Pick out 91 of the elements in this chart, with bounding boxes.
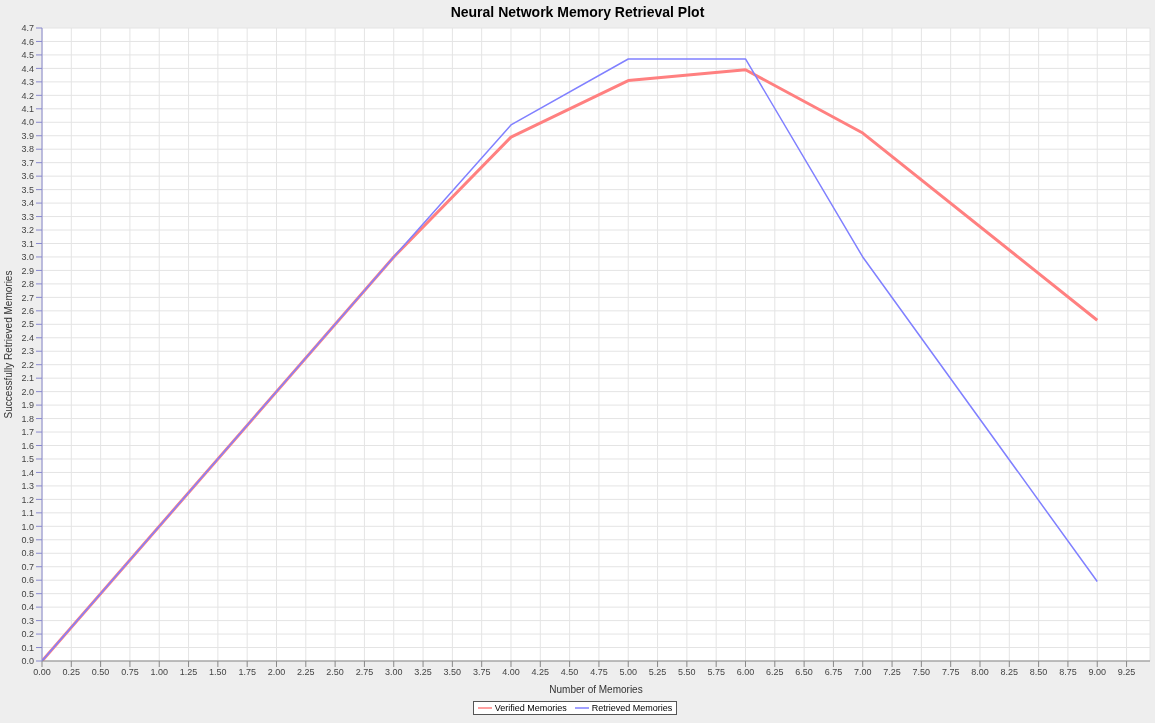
y-tick-label: 1.5: [21, 454, 34, 465]
x-tick-label: 9.00: [1088, 667, 1106, 678]
x-tick-label: 0.00: [33, 667, 51, 678]
y-tick-label: 0.5: [21, 588, 34, 599]
y-tick-label: 1.1: [21, 508, 34, 519]
x-tick-label: 3.75: [472, 667, 491, 678]
y-tick-label: 3.5: [21, 184, 34, 195]
y-tick-label: 0.9: [21, 534, 34, 545]
x-tick-label: 2.25: [297, 667, 315, 678]
x-tick-label: 5.75: [707, 667, 725, 678]
x-tick-label: 5.25: [648, 667, 667, 678]
y-tick-label: 1.9: [21, 400, 34, 411]
y-tick-label: 2.8: [21, 279, 34, 290]
y-tick-label: 4.5: [21, 50, 34, 61]
x-tick-label: 1.75: [238, 667, 256, 678]
y-tick-label: 0.2: [21, 629, 34, 640]
y-tick-label: 4.3: [21, 77, 34, 88]
x-tick-label: 3.50: [443, 667, 462, 678]
y-tick-label: 2.9: [21, 265, 34, 276]
x-tick-label: 4.50: [560, 667, 579, 678]
y-tick-label: 1.6: [21, 440, 34, 451]
y-tick-label: 1.3: [21, 481, 34, 492]
x-tick-label: 7.75: [941, 667, 960, 678]
x-axis-title: Number of Memories: [549, 684, 643, 695]
y-tick-label: 3.6: [21, 171, 34, 182]
x-tick-label: 6.75: [824, 667, 843, 678]
y-tick-label: 3.7: [21, 157, 34, 168]
y-tick-label: 0.1: [21, 642, 34, 653]
y-tick-label: 3.0: [21, 252, 34, 263]
x-tick-label: 7.00: [853, 667, 872, 678]
x-tick-label: 6.25: [766, 667, 784, 678]
x-tick-label: 7.25: [883, 667, 901, 678]
y-tick-label: 3.1: [21, 238, 34, 249]
y-tick-label: 4.6: [21, 36, 34, 47]
x-tick-label: 6.00: [736, 667, 755, 678]
y-tick-label: 2.0: [21, 386, 34, 397]
x-tick-label: 1.00: [150, 667, 169, 678]
x-tick-label: 4.00: [502, 667, 520, 678]
y-tick-label: 0.3: [21, 615, 34, 626]
y-axis-title: Successfully Retrieved Memories: [2, 270, 14, 419]
x-tick-label: 0.75: [121, 667, 139, 678]
y-tick-label: 3.4: [21, 198, 34, 209]
legend-label: Retrieved Memories: [591, 703, 673, 713]
y-tick-label: 2.3: [21, 346, 34, 357]
y-tick-label: 4.1: [21, 104, 34, 114]
y-tick-label: 1.2: [21, 494, 34, 505]
x-tick-label: 2.50: [326, 667, 344, 678]
x-tick-label: 3.00: [384, 667, 403, 678]
x-tick-label: 5.00: [619, 667, 638, 678]
x-tick-label: 2.00: [267, 667, 286, 678]
x-tick-label: 0.50: [91, 667, 110, 678]
y-tick-label: 1.8: [21, 413, 34, 424]
y-tick-label: 2.5: [21, 319, 34, 330]
y-tick-label: 2.4: [21, 332, 34, 343]
y-tick-label: 0.4: [21, 602, 34, 613]
x-tick-label: 9.25: [1117, 667, 1136, 678]
x-tick-label: 0.25: [62, 667, 81, 678]
y-tick-label: 4.2: [21, 90, 34, 101]
y-tick-label: 3.2: [21, 225, 34, 236]
y-tick-label: 2.7: [21, 292, 34, 303]
y-tick-label: 2.1: [21, 373, 34, 384]
chart-title: Neural Network Memory Retrieval Plot: [449, 3, 706, 22]
x-tick-label: 2.75: [355, 667, 374, 678]
y-tick-label: 0.0: [21, 656, 34, 667]
y-tick-label: 4.4: [21, 63, 34, 74]
y-tick-label: 1.4: [21, 467, 34, 478]
x-tick-label: 8.50: [1029, 667, 1048, 678]
y-tick-label: 0.7: [21, 561, 34, 572]
x-tick-label: 8.00: [971, 667, 989, 678]
y-tick-label: 0.8: [21, 548, 34, 559]
legend-label: Verified Memories: [494, 703, 567, 713]
x-tick-label: 1.25: [179, 667, 198, 678]
x-tick-label: 3.25: [414, 667, 432, 678]
y-tick-label: 3.9: [21, 130, 34, 141]
y-tick-label: 1.7: [21, 427, 34, 438]
y-tick-label: 3.3: [21, 211, 34, 222]
x-tick-label: 6.50: [795, 667, 813, 678]
y-tick-label: 0.6: [21, 575, 34, 586]
y-tick-label: 2.2: [21, 359, 34, 370]
x-tick-label: 7.50: [912, 667, 931, 678]
x-tick-label: 4.25: [531, 667, 550, 678]
y-tick-label: 1.0: [21, 521, 34, 532]
x-tick-label: 8.25: [1000, 667, 1019, 678]
y-tick-label: 2.6: [21, 306, 34, 317]
x-tick-label: 4.75: [590, 667, 608, 678]
x-tick-label: 1.50: [209, 667, 227, 678]
y-tick-label: 3.8: [21, 144, 34, 155]
y-tick-label: 4.0: [21, 117, 34, 128]
x-tick-label: 5.50: [678, 667, 696, 678]
y-tick-label: 4.7: [21, 23, 34, 34]
x-tick-label: 8.75: [1059, 667, 1077, 678]
